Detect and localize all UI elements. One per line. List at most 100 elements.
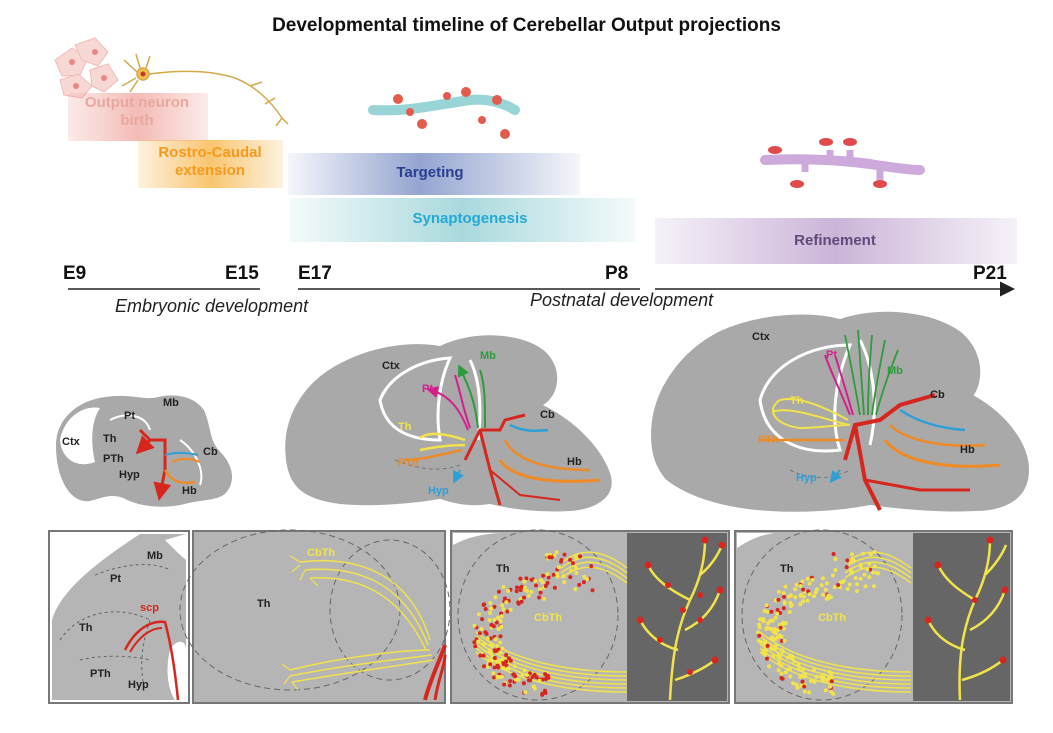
terminal-bouton [821, 576, 825, 581]
terminal-fiber [759, 635, 912, 677]
terminal-bouton [568, 575, 573, 580]
terminal-bouton [775, 611, 780, 616]
terminal-bouton [498, 634, 503, 639]
brain2-label-mb: Mb [480, 350, 496, 362]
terminal-bouton [801, 674, 806, 679]
panel1-label-scp: scp [140, 602, 159, 614]
terminal-bouton [831, 552, 836, 556]
postnatal-period-label: Postnatal development [530, 290, 714, 310]
terminal-bouton [851, 558, 856, 563]
terminal-bouton [568, 557, 573, 562]
terminal-fiber [844, 556, 912, 574]
brain1-label-hyp: Hyp [119, 469, 140, 481]
terminal-bouton [845, 587, 850, 591]
terminal-bouton [850, 552, 854, 557]
terminal-fiber [475, 631, 628, 673]
terminal-bouton [526, 593, 531, 598]
terminal-bouton [497, 659, 501, 664]
terminal-bouton [488, 650, 493, 655]
terminal-bouton [493, 637, 498, 642]
terminal-bouton [581, 580, 586, 585]
terminal-bouton [492, 656, 497, 660]
terminal-bouton [833, 568, 838, 572]
terminal-bouton [802, 689, 807, 694]
terminal-bouton [537, 678, 542, 683]
terminal-bouton [552, 585, 557, 590]
terminal-bouton [555, 571, 559, 576]
terminal-bouton [776, 668, 781, 673]
terminal-bouton [790, 655, 795, 660]
terminal-bouton [577, 582, 582, 587]
terminal-bouton [480, 617, 485, 622]
terminal-bouton [504, 653, 509, 657]
terminal-fiber [759, 631, 912, 673]
brain3-label-ctx: Ctx [752, 331, 771, 343]
terminal-bouton [502, 682, 507, 687]
terminal-bouton [779, 663, 784, 668]
terminal-bouton [848, 559, 853, 564]
terminal-bouton [823, 688, 828, 693]
terminal-bouton [774, 643, 779, 648]
brain3-label-cb: Cb [930, 389, 945, 401]
terminal-bouton [512, 672, 516, 677]
terminal-bouton [516, 677, 521, 682]
terminal-bouton [757, 622, 761, 627]
figure-title: Developmental timeline of Cerebellar Out… [272, 15, 781, 36]
terminal-bouton [775, 628, 780, 633]
terminal-bouton [758, 640, 763, 645]
terminal-bouton [555, 574, 560, 579]
terminal-bouton [807, 592, 812, 597]
terminal-bouton [863, 584, 868, 589]
terminal-bouton [493, 649, 498, 654]
extension-band [138, 140, 283, 188]
output-neuron-illustration [121, 53, 289, 127]
terminal-bouton [758, 617, 763, 622]
panel3-label-cbth: CbTh [534, 612, 562, 624]
terminal-bouton [544, 677, 548, 682]
terminal-bouton [488, 601, 493, 606]
terminal-bouton [499, 624, 504, 629]
terminal-bouton [488, 642, 493, 647]
terminal-bouton [801, 587, 806, 592]
terminal-bouton [847, 582, 852, 587]
terminal-bouton [801, 594, 806, 599]
terminal-bouton [764, 626, 769, 631]
terminal-fiber [759, 643, 912, 685]
brain3-label-hyp: Hyp [796, 472, 817, 484]
terminal-bouton [487, 618, 492, 623]
terminal-bouton [798, 593, 803, 598]
terminal-bouton [515, 585, 519, 590]
terminal-bouton [776, 597, 781, 602]
terminal-fiber [560, 551, 628, 569]
terminal-bouton [530, 675, 535, 679]
terminal-fiber [759, 651, 912, 693]
terminal-bouton [845, 558, 850, 563]
terminal-bouton [571, 561, 575, 566]
terminal-bouton [523, 690, 528, 695]
terminal-bouton [516, 601, 521, 606]
terminal-bouton [504, 600, 509, 605]
terminal-bouton [821, 676, 826, 681]
terminal-bouton [498, 640, 503, 645]
terminal-bouton [800, 579, 805, 584]
terminal-bouton [498, 618, 503, 623]
terminal-fiber [560, 561, 628, 579]
brain2-label-ctx: Ctx [382, 360, 401, 372]
panel4-label-th: Th [780, 563, 794, 575]
terminal-bouton [512, 664, 517, 669]
terminal-bouton [521, 681, 526, 686]
panel1-label-pt: Pt [110, 573, 121, 585]
terminal-bouton [562, 580, 567, 585]
terminal-bouton [569, 568, 574, 573]
terminal-bouton [519, 599, 524, 604]
terminal-bouton [872, 550, 877, 554]
terminal-bouton [776, 654, 781, 659]
terminal-bouton [508, 658, 513, 663]
terminal-bouton [506, 589, 511, 593]
panel-3-synaptogenesis-section [450, 529, 730, 704]
terminal-bouton [520, 672, 525, 677]
terminal-bouton [492, 617, 497, 622]
terminal-bouton [779, 648, 784, 653]
terminal-bouton [589, 564, 594, 569]
